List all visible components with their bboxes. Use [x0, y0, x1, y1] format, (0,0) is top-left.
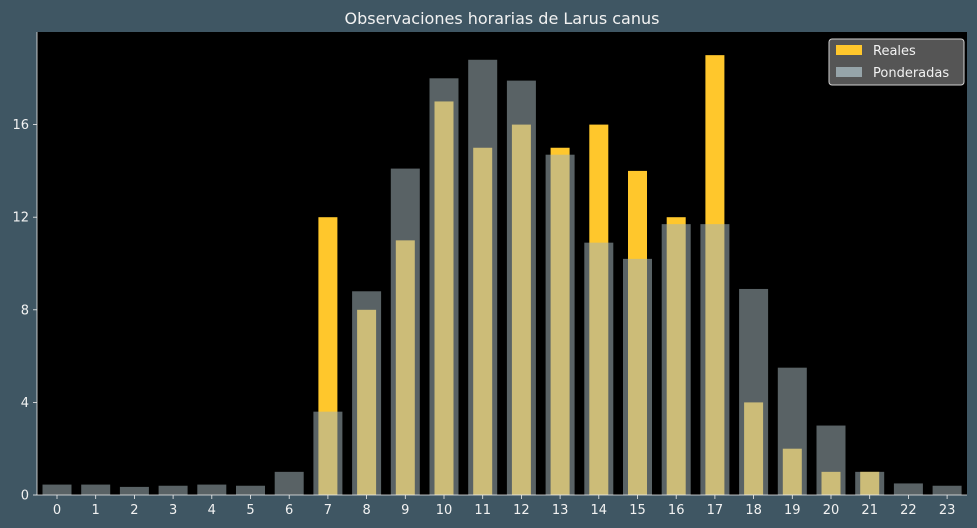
bar-ponderadas-20	[816, 425, 846, 495]
bar-ponderadas-16	[661, 224, 691, 495]
legend-swatch-reales	[836, 45, 862, 55]
bar-ponderadas-1	[81, 484, 111, 495]
x-tick-label-10: 10	[436, 503, 453, 518]
bar-ponderadas-0	[42, 484, 72, 495]
x-tick-label-5: 5	[246, 503, 254, 518]
y-tick-label-4: 4	[21, 396, 29, 411]
x-tick-label-22: 22	[900, 503, 917, 518]
x-tick-label-9: 9	[401, 503, 409, 518]
x-tick-label-4: 4	[208, 503, 216, 518]
bar-ponderadas-8	[352, 291, 382, 495]
y-tick-label-0: 0	[21, 489, 29, 504]
bar-ponderadas-18	[739, 288, 769, 495]
x-tick-label-13: 13	[552, 503, 569, 518]
bar-ponderadas-6	[274, 471, 304, 495]
y-tick-label-12: 12	[12, 211, 29, 226]
x-tick-label-17: 17	[707, 503, 724, 518]
chart-title: Observaciones horarias de Larus canus	[345, 9, 660, 28]
legend-label-ponderadas: Ponderadas	[873, 66, 949, 81]
legend: Reales Ponderadas	[828, 38, 965, 86]
bar-ponderadas-9	[390, 168, 420, 495]
x-tick-label-8: 8	[362, 503, 370, 518]
x-tick-label-21: 21	[861, 503, 878, 518]
bar-ponderadas-23	[932, 485, 962, 495]
bar-ponderadas-13	[545, 154, 575, 495]
x-tick-label-15: 15	[629, 503, 646, 518]
bar-ponderadas-15	[623, 258, 652, 495]
x-tick-label-20: 20	[823, 503, 840, 518]
x-tick-label-3: 3	[169, 503, 177, 518]
legend-box	[828, 38, 965, 86]
x-tick-label-19: 19	[784, 503, 801, 518]
x-tick-label-12: 12	[513, 503, 530, 518]
bar-ponderadas-2	[119, 486, 149, 495]
x-tick-label-7: 7	[324, 503, 332, 518]
bar-ponderadas-11	[468, 59, 498, 495]
x-axis: 0 1 2 3 4 5 6 7 8 9 10 11 12 13 14 15 16 17 18 19 20 21 22 23	[37, 494, 967, 518]
bar-ponderadas-14	[584, 242, 614, 495]
bar-ponderadas-21	[855, 471, 885, 495]
x-tick-label-18: 18	[745, 503, 762, 518]
x-tick-label-23: 23	[939, 503, 956, 518]
x-tick-label-1: 1	[92, 503, 100, 518]
series-ponderadas-bars	[42, 59, 962, 496]
plot-area	[37, 32, 967, 495]
legend-label-reales: Reales	[873, 44, 916, 59]
bar-ponderadas-3	[158, 485, 188, 495]
bar-ponderadas-22	[893, 483, 923, 495]
bar-ponderadas-12	[506, 80, 536, 496]
bar-ponderadas-4	[197, 484, 227, 495]
bar-ponderadas-7	[313, 411, 343, 495]
bar-ponderadas-10	[429, 78, 459, 496]
y-tick-label-8: 8	[21, 303, 29, 318]
bar-ponderadas-17	[700, 224, 730, 495]
x-tick-label-16: 16	[668, 503, 685, 518]
x-tick-label-2: 2	[130, 503, 138, 518]
bar-ponderadas-5	[236, 485, 265, 495]
y-axis: 0 4 8 12 16	[12, 32, 38, 504]
x-tick-label-6: 6	[285, 503, 293, 518]
x-tick-label-11: 11	[474, 503, 491, 518]
y-tick-label-16: 16	[12, 118, 29, 133]
legend-swatch-ponderadas	[836, 67, 862, 77]
bar-ponderadas-19	[777, 367, 807, 495]
x-tick-label-14: 14	[591, 503, 608, 518]
x-tick-label-0: 0	[53, 503, 61, 518]
